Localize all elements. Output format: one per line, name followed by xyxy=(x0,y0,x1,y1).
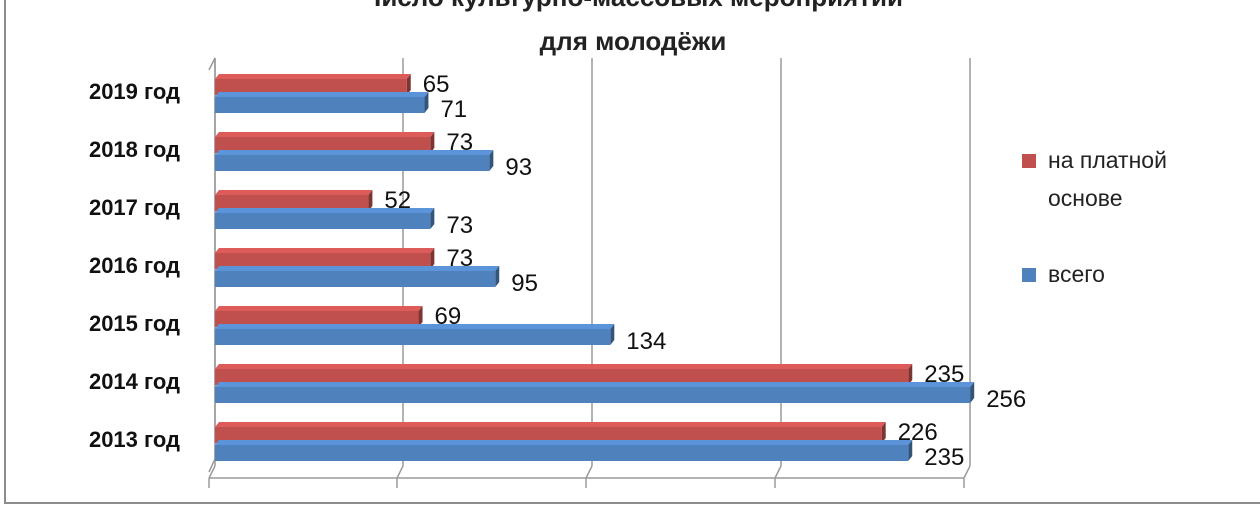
data-label-paid: 73 xyxy=(446,129,473,156)
data-label-total: 95 xyxy=(511,270,538,297)
bar-total xyxy=(215,382,975,403)
bar-paid xyxy=(215,190,373,211)
legend-label-total: всего xyxy=(1048,261,1105,287)
category-label: 2015 год xyxy=(89,311,180,336)
data-label-paid: 235 xyxy=(924,361,964,388)
bar-paid xyxy=(215,74,411,95)
chart-title-line1: Число культурно-массовых мероприятий xyxy=(363,0,903,12)
legend-label-paid: на платной основе xyxy=(1048,147,1167,211)
bar-paid xyxy=(215,306,423,327)
chart-title-line2: для молодёжи xyxy=(540,26,727,56)
bar-total xyxy=(215,266,500,287)
bar-paid xyxy=(215,364,913,385)
chart-frame xyxy=(4,0,1260,504)
bar-total xyxy=(215,324,615,345)
legend: на платной основе всего xyxy=(1022,147,1167,287)
bar-total xyxy=(215,92,429,113)
data-label-total: 73 xyxy=(446,212,473,239)
category-label: 2017 год xyxy=(89,195,180,220)
data-label-total: 71 xyxy=(440,96,467,123)
legend-swatch-paid xyxy=(1022,154,1036,168)
bar-paid xyxy=(215,422,886,443)
bar-total xyxy=(215,440,913,461)
legend-swatch-total xyxy=(1022,268,1036,282)
data-label-total: 235 xyxy=(924,444,964,471)
bar-paid xyxy=(215,132,435,153)
data-label-paid: 226 xyxy=(898,419,938,446)
bars-layer xyxy=(215,74,975,461)
bar-total xyxy=(215,150,494,171)
category-label: 2019 год xyxy=(89,79,180,104)
data-label-paid: 73 xyxy=(446,245,473,272)
data-label-paid: 65 xyxy=(423,71,450,98)
data-label-paid: 52 xyxy=(384,187,411,214)
data-label-total: 256 xyxy=(986,386,1026,413)
category-label: 2018 год xyxy=(89,137,180,162)
data-label-total: 134 xyxy=(626,328,666,355)
bar-paid xyxy=(215,248,435,269)
category-label: 2014 год xyxy=(89,369,180,394)
category-label: 2016 год xyxy=(89,253,180,278)
data-label-paid: 69 xyxy=(435,303,462,330)
data-label-total: 93 xyxy=(505,154,532,181)
category-label: 2013 год xyxy=(89,427,180,452)
bar-total xyxy=(215,208,435,229)
